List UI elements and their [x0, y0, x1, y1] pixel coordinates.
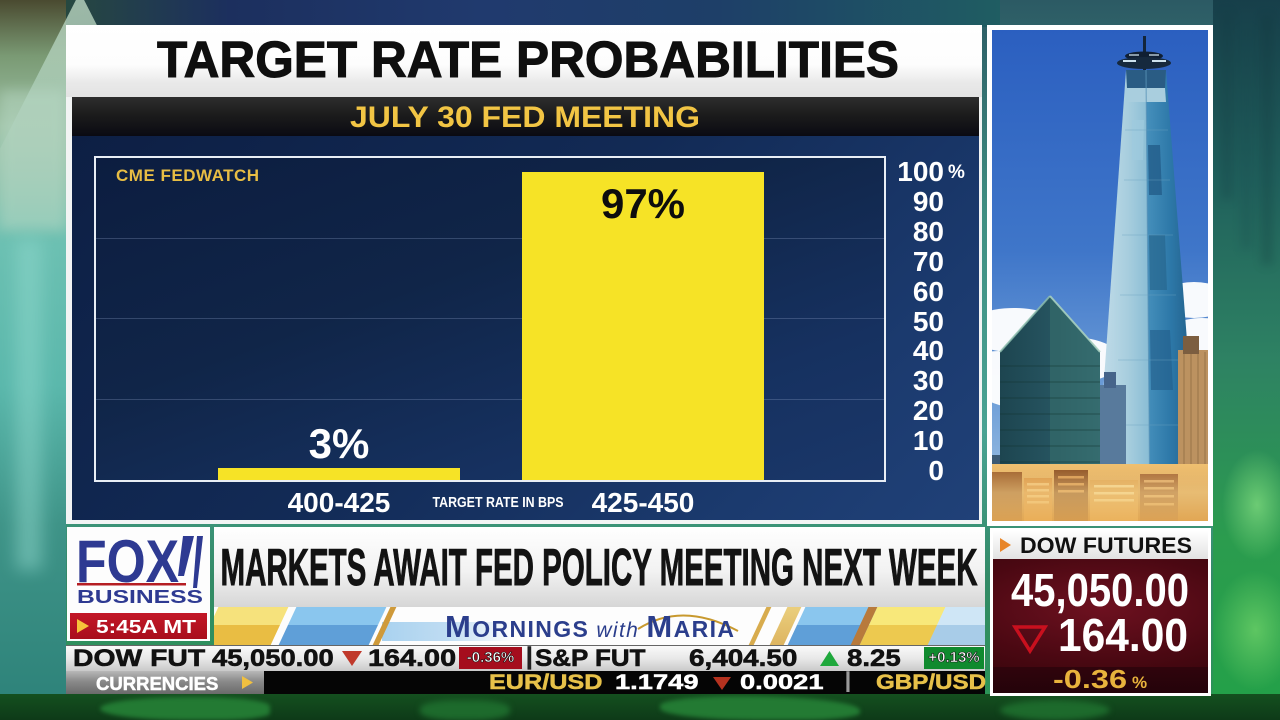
- svg-text:JULY 30 FED MEETING: JULY 30 FED MEETING: [350, 101, 700, 134]
- svg-text:TARGET RATE IN BPS: TARGET RATE IN BPS: [433, 494, 564, 511]
- svg-text:MARKETS AWAIT FED POLICY MEETI: MARKETS AWAIT FED POLICY MEETING NEXT WE…: [221, 539, 978, 597]
- svg-text:45,050.00: 45,050.00: [1011, 564, 1189, 616]
- svg-text:DOW FUTURES: DOW FUTURES: [1020, 533, 1192, 558]
- svg-text:164.00: 164.00: [1058, 609, 1188, 661]
- svg-text:BUSINESS: BUSINESS: [77, 587, 203, 607]
- svg-text:TARGET RATE PROBABILITIES: TARGET RATE PROBABILITIES: [157, 31, 899, 88]
- svg-text:-0.36: -0.36: [1053, 667, 1127, 693]
- svg-text:%: %: [1132, 673, 1147, 692]
- svg-text:MORNINGS with MARIA: MORNINGS with MARIA: [445, 609, 734, 644]
- svg-text:5:45A MT: 5:45A MT: [96, 617, 196, 637]
